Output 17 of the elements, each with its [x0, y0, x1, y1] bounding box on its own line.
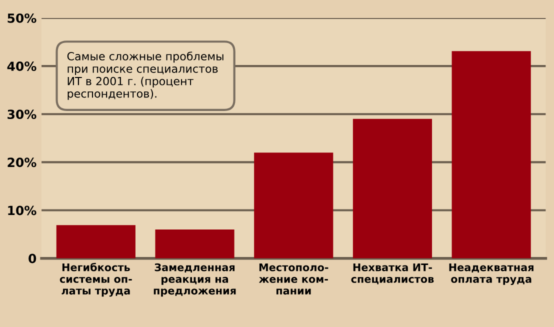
bar [155, 229, 234, 258]
y-tick-label: 30% [8, 110, 36, 120]
y-tick-label: 50% [8, 13, 36, 23]
y-tick-label: 40% [7, 62, 36, 71]
bar [352, 118, 432, 258]
bar [56, 225, 136, 258]
bar [254, 152, 334, 258]
x-tick-label: Замедленная реакция на предложения [154, 263, 236, 297]
x-tick-label: Местополо- жение ком- пании [258, 264, 328, 295]
y-tick-label: 10% [8, 206, 36, 216]
x-tick-label: Нехватка ИТ- специалистов [351, 264, 434, 284]
y-tick-label: 20% [8, 158, 36, 168]
x-tick-label: Негибкость системы оп- латы труда [60, 262, 132, 297]
annotation: Самые сложные проблемы при поиске специалистов ИТ в 2001 г. (процент респондентов). [67, 52, 224, 100]
y-tick-label: 0 [28, 254, 36, 264]
x-tick-label: Неадекватная оплата труда [449, 264, 534, 286]
bar [452, 51, 531, 258]
